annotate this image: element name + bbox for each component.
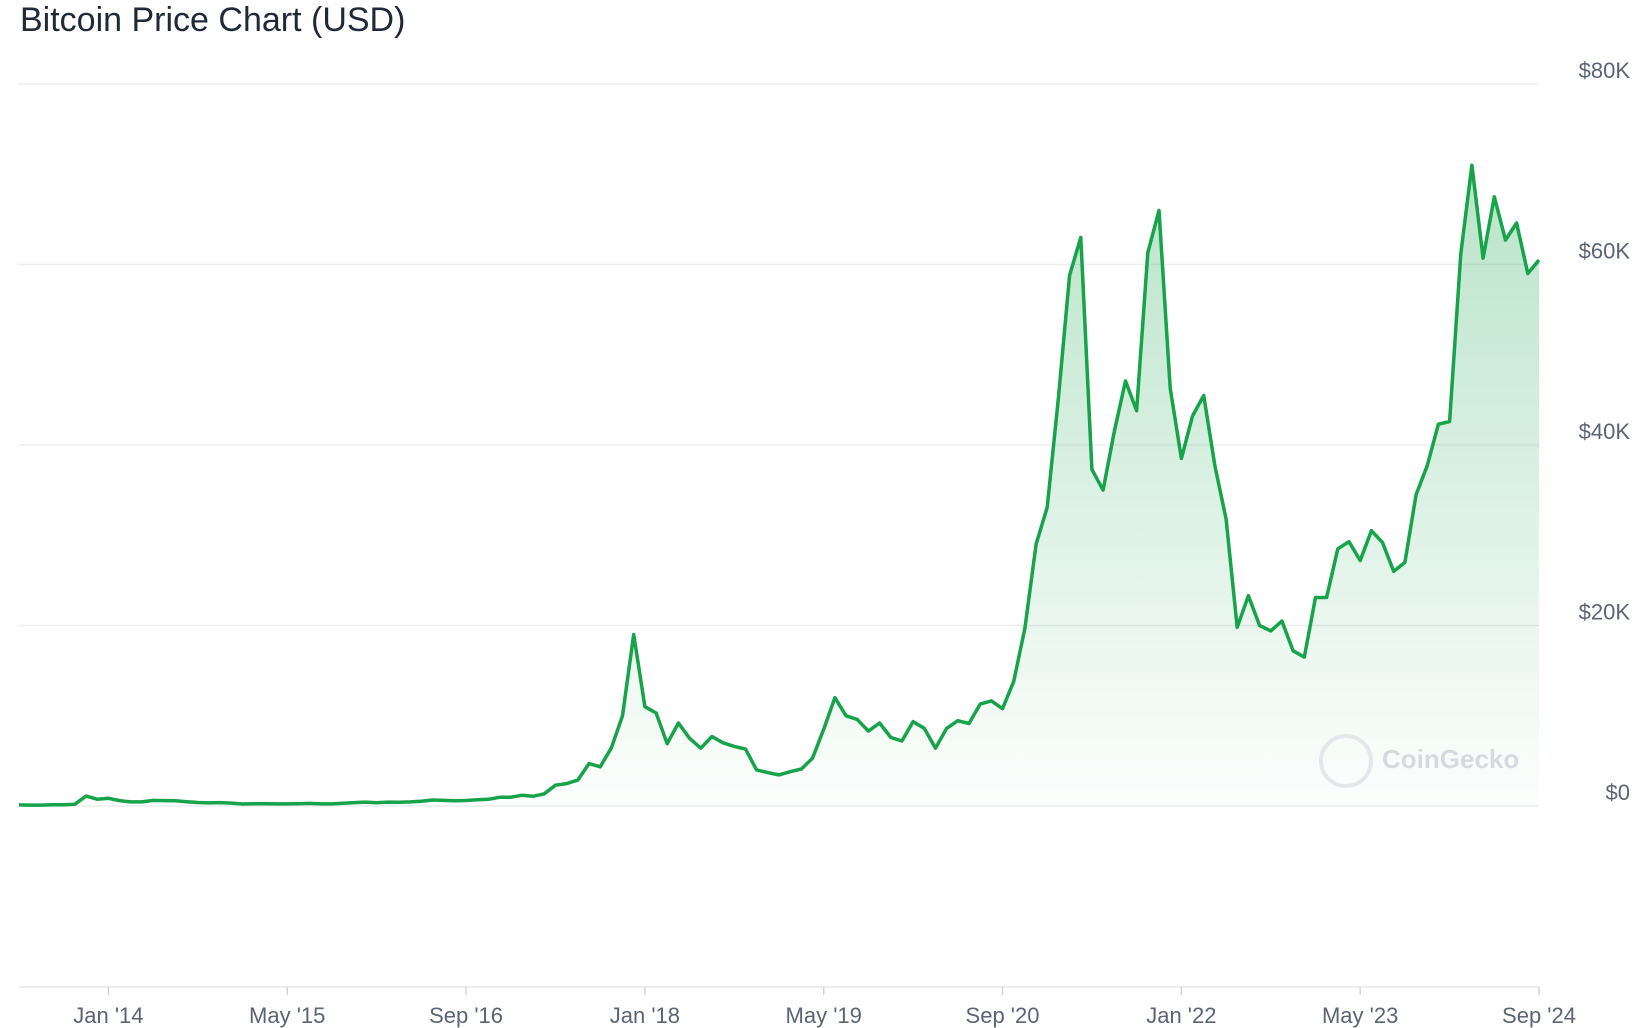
y-tick-label: $20K: [1579, 599, 1631, 624]
x-tick-label: Jan '22: [1146, 1003, 1216, 1028]
watermark-text: CoinGecko: [1382, 744, 1519, 774]
watermark: CoinGecko: [1319, 734, 1519, 788]
chart-title: Bitcoin Price Chart (USD): [20, 1, 405, 39]
x-tick-label: May '19: [786, 1003, 862, 1028]
x-tick-label: Sep '24: [1502, 1003, 1576, 1028]
x-tick-label: Jan '18: [610, 1003, 680, 1028]
y-tick-label: $0: [1606, 780, 1630, 805]
x-tick-label: May '15: [249, 1003, 325, 1028]
y-tick-label: $80K: [1579, 58, 1631, 83]
x-tick-label: Jan '14: [73, 1003, 143, 1028]
y-tick-label: $40K: [1579, 419, 1631, 444]
price-area: [19, 165, 1539, 806]
x-tick-label: Sep '16: [429, 1003, 503, 1028]
x-tick-label: Sep '20: [966, 1003, 1040, 1028]
x-tick-label: May '23: [1322, 1003, 1398, 1028]
price-line: [18, 163, 1541, 807]
y-tick-label: $60K: [1579, 238, 1631, 263]
watermark-logo: [1319, 734, 1373, 788]
